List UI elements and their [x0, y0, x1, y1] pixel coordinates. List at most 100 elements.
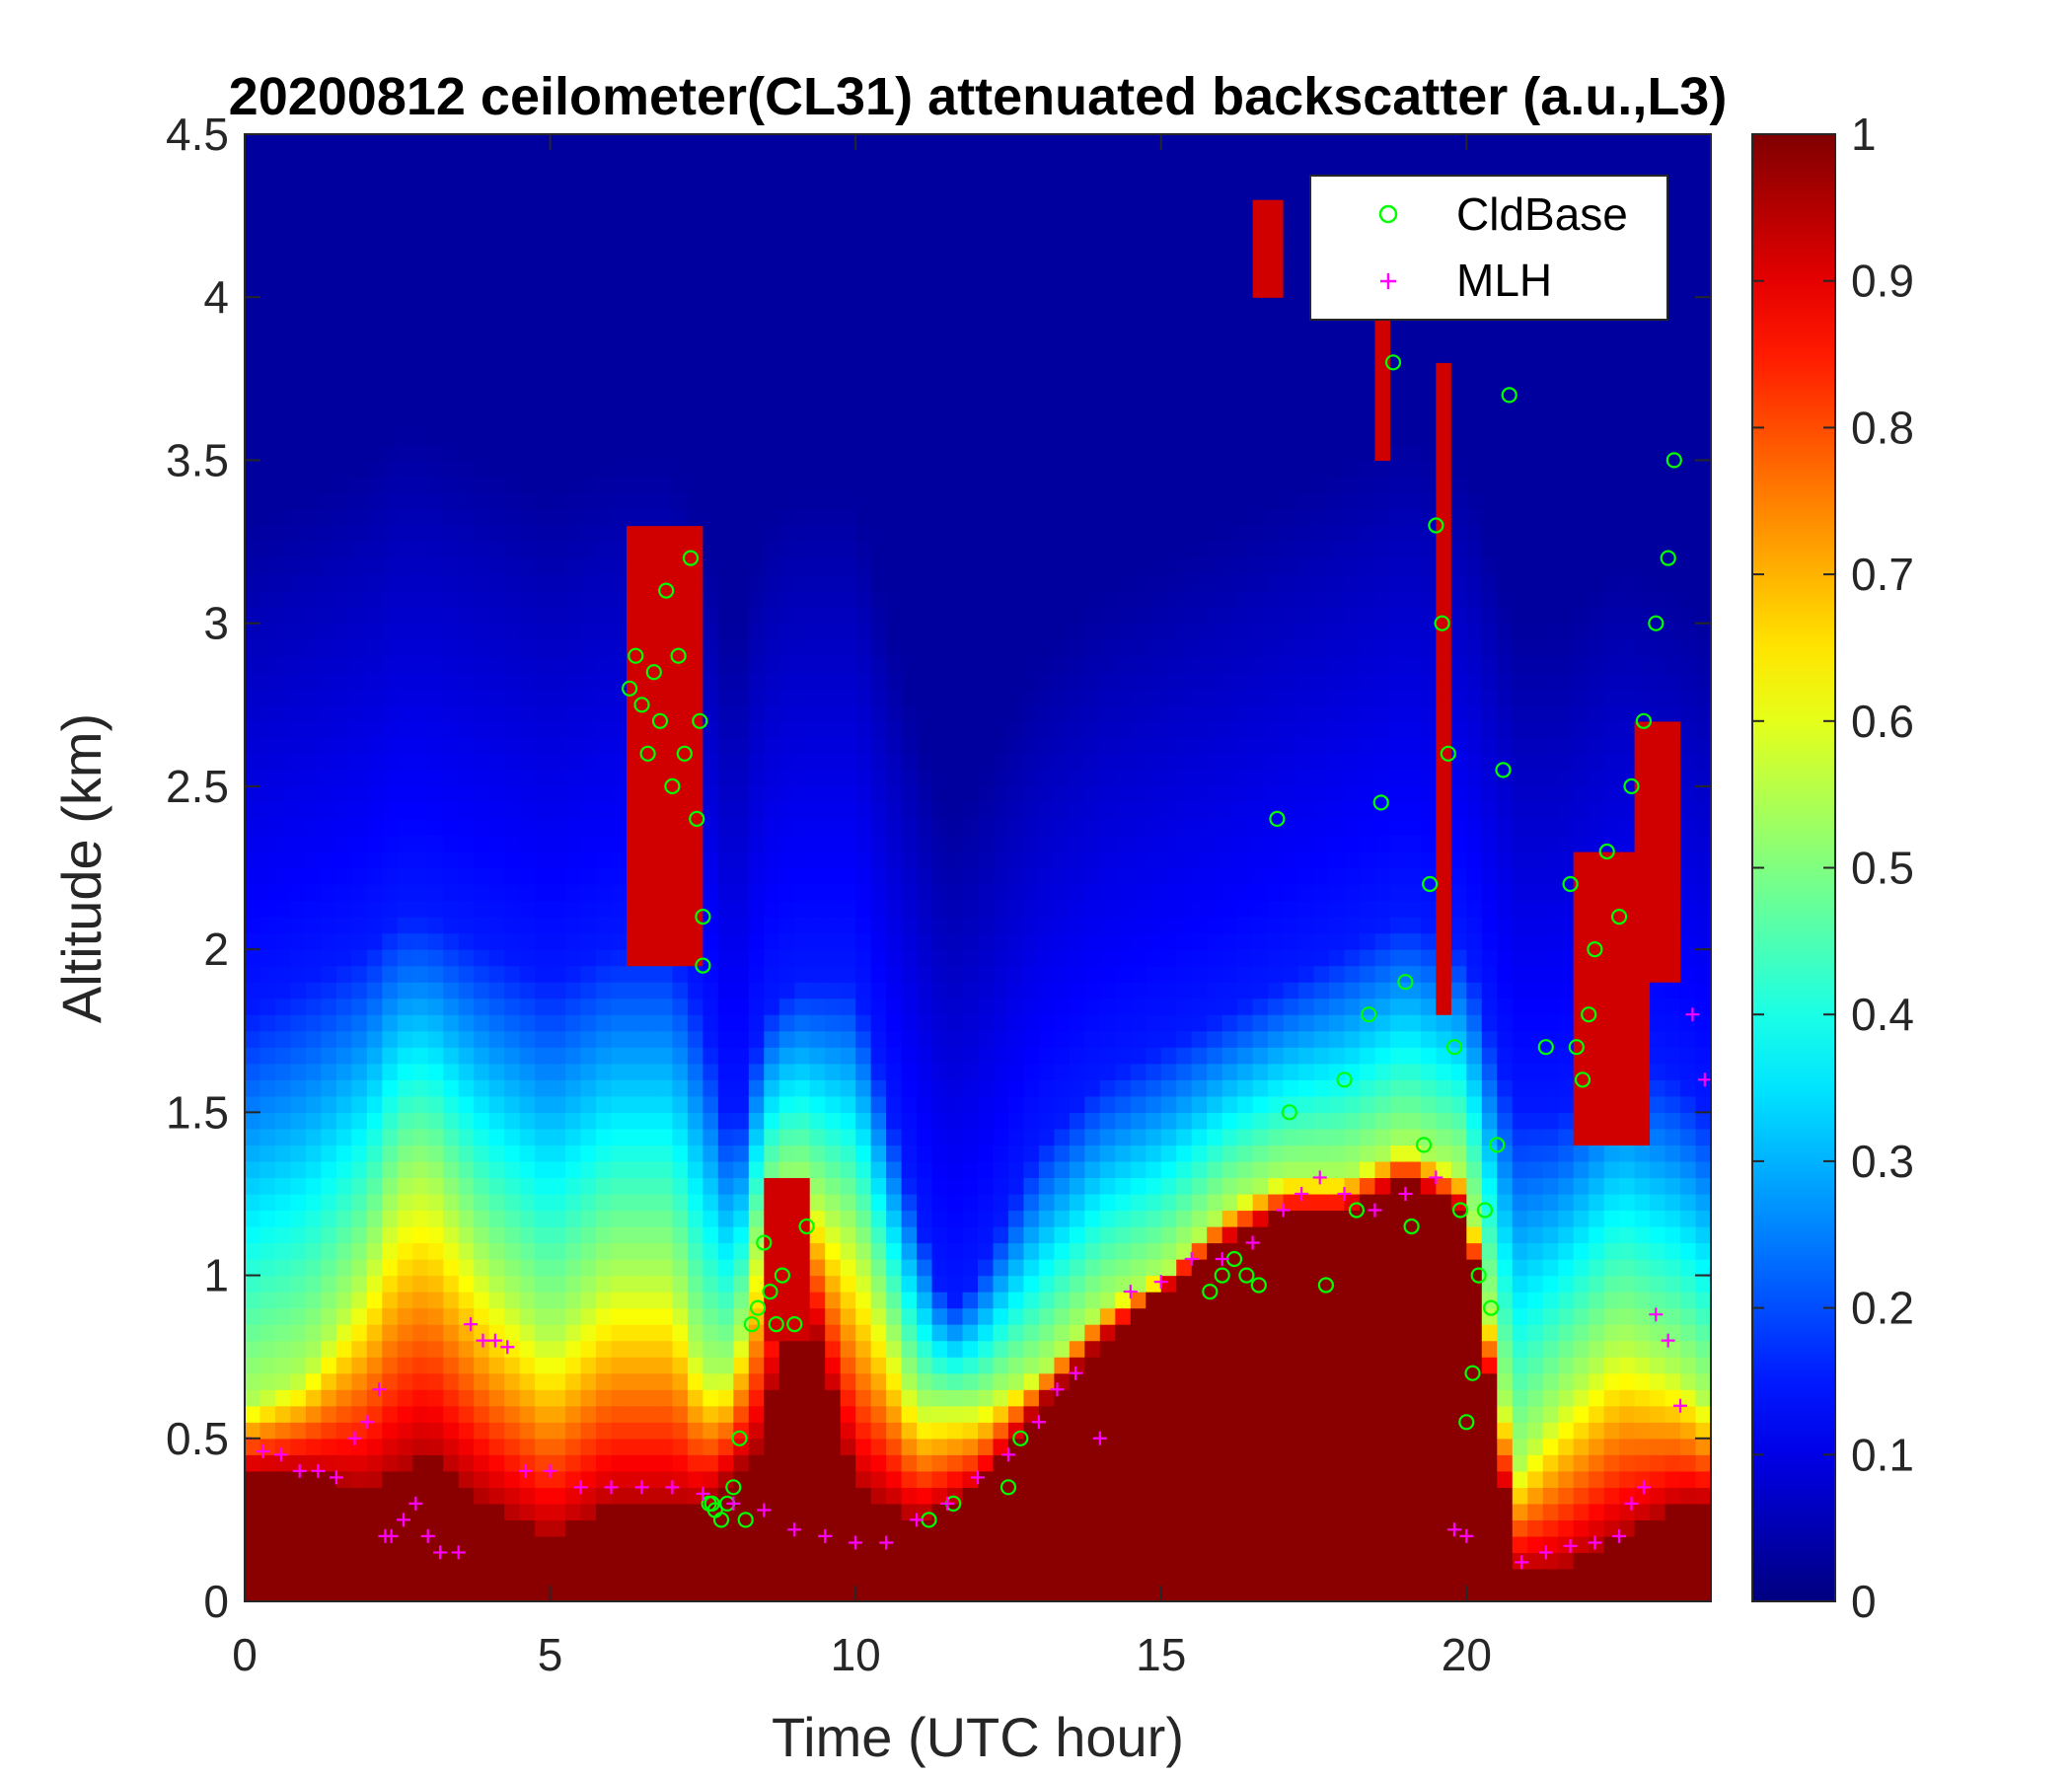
heatmap-cell	[474, 297, 490, 315]
heatmap-cell	[764, 1389, 780, 1407]
heatmap-cell	[1023, 1470, 1040, 1488]
heatmap-cell	[717, 1160, 734, 1179]
heatmap-cell	[717, 183, 734, 200]
heatmap-cell	[733, 1357, 750, 1374]
heatmap-cell	[1023, 753, 1040, 771]
heatmap-cell	[351, 1128, 368, 1146]
heatmap-cell	[748, 395, 765, 412]
heatmap-cell	[412, 264, 429, 282]
heatmap-cell	[611, 1405, 628, 1423]
heatmap-cell	[458, 574, 475, 592]
heatmap-cell	[917, 590, 933, 608]
heatmap-cell	[840, 557, 856, 575]
heatmap-cell	[580, 378, 597, 396]
heatmap-cell	[672, 1519, 689, 1537]
heatmap-cell	[840, 395, 856, 412]
heatmap-cell	[840, 1372, 856, 1390]
heatmap-cell	[1084, 1014, 1101, 1032]
heatmap-cell	[397, 1487, 413, 1505]
heatmap-cell	[1054, 753, 1071, 771]
heatmap-cell	[717, 248, 734, 265]
heatmap-cell	[290, 623, 307, 640]
heatmap-cell	[427, 280, 444, 298]
heatmap-cell	[351, 395, 368, 412]
heatmap-cell	[565, 1470, 582, 1488]
heatmap-cell	[565, 1568, 582, 1587]
heatmap-cell	[794, 1422, 811, 1440]
heatmap-cell	[626, 770, 643, 787]
heatmap-cell	[519, 1535, 536, 1554]
heatmap-cell	[1054, 313, 1071, 331]
heatmap-cell	[962, 1112, 979, 1130]
heatmap-cell	[443, 183, 460, 200]
heatmap-cell	[321, 1292, 337, 1309]
heatmap-cell	[550, 590, 566, 608]
heatmap-cell	[748, 1030, 765, 1048]
heatmap-cell	[290, 998, 307, 1015]
heatmap-cell	[412, 1177, 429, 1195]
heatmap-cell	[764, 1063, 780, 1080]
heatmap-cell	[321, 215, 337, 233]
heatmap-cell	[580, 248, 597, 265]
heatmap-cell	[366, 1503, 383, 1520]
heatmap-cell	[274, 362, 292, 380]
heatmap-cell	[931, 215, 948, 233]
heatmap-cell	[335, 720, 352, 738]
heatmap-cell	[886, 509, 903, 527]
heatmap-cell	[794, 476, 811, 494]
heatmap-cell	[1038, 655, 1055, 673]
heatmap-cell	[886, 1160, 903, 1179]
heatmap-cell	[672, 232, 689, 250]
heatmap-cell	[1007, 884, 1025, 902]
heatmap-cell	[825, 362, 842, 380]
heatmap-cell	[427, 1014, 444, 1032]
heatmap-cell	[626, 1340, 643, 1358]
heatmap-cell	[870, 884, 887, 902]
heatmap-cell	[886, 313, 903, 331]
heatmap-cell	[274, 998, 292, 1015]
heatmap-cell	[687, 199, 703, 217]
heatmap-cell	[931, 492, 948, 510]
heatmap-cell	[1038, 1568, 1055, 1587]
heatmap-cell	[596, 1242, 613, 1260]
heatmap-cell	[1084, 1259, 1101, 1277]
heatmap-cell	[535, 818, 552, 837]
heatmap-cell	[245, 1389, 261, 1407]
heatmap-cell	[1038, 378, 1055, 396]
heatmap-cell	[382, 818, 399, 837]
heatmap-cell	[488, 965, 505, 983]
heatmap-cell	[504, 362, 521, 380]
heatmap-cell	[703, 835, 719, 852]
heatmap-cell	[1007, 1340, 1025, 1358]
heatmap-cell	[717, 525, 734, 543]
heatmap-cell	[443, 1324, 460, 1342]
heatmap-cell	[1023, 297, 1040, 315]
heatmap-cell	[901, 1405, 918, 1423]
heatmap-cell	[641, 134, 658, 152]
heatmap-cell	[733, 884, 750, 902]
heatmap-cell	[382, 623, 399, 640]
heatmap-cell	[596, 1568, 613, 1587]
heatmap-cell	[947, 1438, 964, 1455]
heatmap-cell	[535, 460, 552, 478]
heatmap-cell	[504, 427, 521, 445]
heatmap-cell	[794, 1225, 811, 1244]
heatmap-cell	[488, 1438, 505, 1455]
heatmap-cell	[458, 557, 475, 575]
heatmap-cell	[962, 1210, 979, 1227]
heatmap-cell	[245, 1357, 261, 1374]
heatmap-cell	[382, 1128, 399, 1146]
heatmap-cell	[672, 1292, 689, 1309]
heatmap-cell	[412, 1242, 429, 1260]
heatmap-cell	[474, 1112, 490, 1130]
heatmap-cell	[321, 476, 337, 494]
heatmap-cell	[321, 982, 337, 999]
heatmap-cell	[1069, 574, 1085, 592]
heatmap-cell	[290, 1438, 307, 1455]
heatmap-cell	[397, 509, 413, 527]
heatmap-cell	[550, 1079, 566, 1097]
heatmap-cell	[764, 1568, 780, 1587]
heatmap-cell	[656, 378, 674, 396]
heatmap-cell	[1038, 1454, 1055, 1472]
heatmap-cell	[321, 150, 337, 168]
